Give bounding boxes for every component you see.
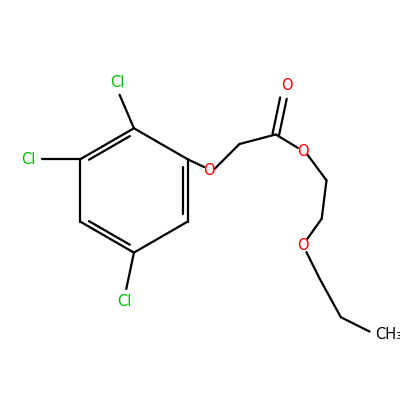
Text: CH₃: CH₃ bbox=[375, 327, 400, 342]
Text: O: O bbox=[282, 78, 293, 93]
Text: O: O bbox=[297, 238, 308, 253]
Text: Cl: Cl bbox=[21, 152, 36, 167]
Text: O: O bbox=[297, 144, 308, 159]
Text: O: O bbox=[203, 163, 215, 178]
Text: Cl: Cl bbox=[110, 75, 125, 90]
Text: Cl: Cl bbox=[117, 294, 132, 309]
